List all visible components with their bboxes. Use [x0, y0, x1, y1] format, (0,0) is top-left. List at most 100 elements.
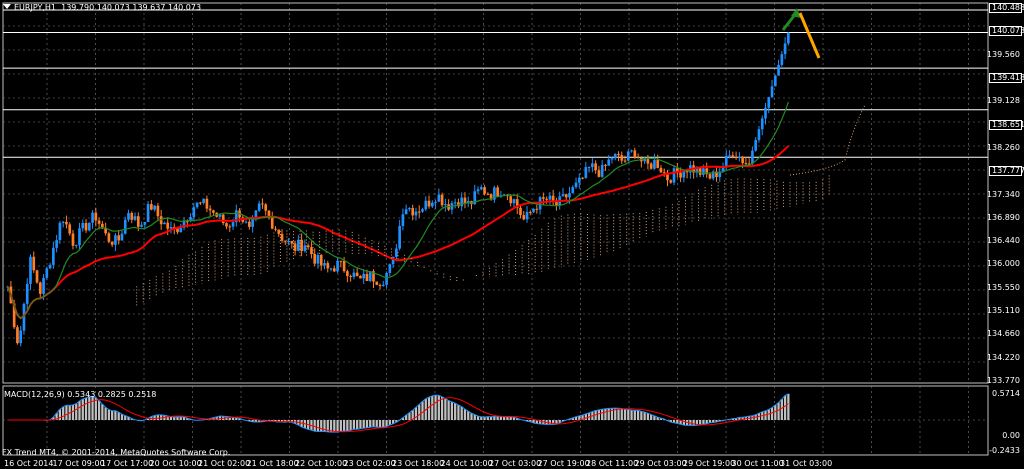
- candle-body: [55, 240, 58, 248]
- candle-body: [362, 273, 366, 279]
- candle-body: [303, 245, 307, 252]
- candle-body: [297, 239, 300, 251]
- candle-body: [234, 210, 238, 223]
- symbol-label: EURJPY,H1: [14, 3, 57, 12]
- candle-body: [123, 219, 127, 234]
- candle-body: [548, 195, 552, 200]
- candle-body: [179, 227, 183, 233]
- time-tick-label: 24 Oct 10:00: [440, 459, 493, 468]
- chart-menu-icon[interactable]: [3, 4, 11, 9]
- macd-tick-label: 0.5714: [992, 389, 1020, 398]
- candle-body: [741, 156, 744, 164]
- candle-body: [110, 241, 114, 245]
- candle-body: [65, 221, 68, 225]
- candle-body: [666, 172, 669, 181]
- candle-body: [290, 240, 294, 244]
- candle-body: [555, 200, 558, 206]
- candle-body: [440, 194, 444, 206]
- candle-body: [542, 197, 545, 199]
- candle-body: [597, 170, 601, 177]
- candle-body: [679, 172, 682, 178]
- candle-body: [48, 264, 52, 269]
- time-tick-label: 17 Oct 17:00: [101, 459, 154, 468]
- candle-body: [270, 216, 274, 229]
- candle-body: [359, 276, 362, 279]
- candle-body: [150, 204, 153, 210]
- candle-body: [25, 283, 29, 304]
- candle-body: [104, 228, 107, 234]
- time-tick-label: 30 Oct 11:00: [731, 459, 784, 468]
- candle-body: [421, 209, 424, 212]
- candle-body: [127, 212, 130, 220]
- candle-body: [617, 154, 620, 156]
- candle-body: [571, 187, 575, 194]
- candle-body: [600, 164, 604, 177]
- forecast-arrow-down: [798, 12, 821, 59]
- candle-body: [156, 205, 160, 217]
- candle-body: [417, 211, 421, 213]
- candle-body: [74, 245, 78, 247]
- candle-body: [512, 199, 516, 204]
- candle-body: [365, 273, 369, 281]
- candle-body: [620, 155, 624, 161]
- price-tick-label: 133.770: [986, 376, 1020, 385]
- candle-body: [610, 158, 614, 160]
- candle-body: [551, 195, 555, 201]
- candle-body: [777, 64, 780, 76]
- candle-body: [372, 271, 375, 282]
- candle-body: [378, 284, 382, 286]
- candle-body: [643, 159, 646, 162]
- candle-body: [349, 276, 352, 278]
- candle-body: [130, 212, 134, 220]
- candle-body: [656, 160, 660, 168]
- price-tick-label: 136.440: [986, 236, 1020, 246]
- candle-body: [623, 160, 627, 162]
- candle-body: [274, 228, 277, 230]
- candle-body: [58, 222, 62, 241]
- candle-body: [738, 156, 741, 158]
- candle-body: [669, 180, 673, 183]
- candle-body: [395, 248, 398, 257]
- candle-body: [659, 167, 663, 173]
- candle-body: [346, 271, 349, 277]
- candle-body: [695, 167, 699, 173]
- candle-body: [721, 167, 725, 172]
- candle-body: [489, 194, 493, 200]
- time-tick-label: 23 Oct 18:00: [392, 459, 445, 468]
- candle-body: [133, 216, 137, 220]
- time-tick-label: 20 Oct 10:00: [149, 459, 202, 468]
- candle-body: [584, 167, 588, 178]
- candle-body: [248, 221, 251, 227]
- copyright-label: FX Trend MT4, © 2001-2014, MetaQuotes So…: [2, 448, 231, 457]
- candle-body: [783, 43, 787, 55]
- ohlc-values: 139.790 140.073 139.637 140.073: [61, 3, 202, 12]
- candle-body: [329, 268, 333, 270]
- candle-body: [332, 268, 336, 272]
- candle-body: [68, 224, 72, 234]
- candle-body: [388, 264, 392, 274]
- candle-body: [120, 233, 124, 241]
- price-tick-label: 139.128: [986, 96, 1020, 106]
- candle-body: [649, 163, 653, 169]
- candle-body: [724, 155, 728, 168]
- candle-body: [32, 256, 36, 271]
- candle-body: [264, 204, 268, 211]
- candle-body: [319, 255, 323, 266]
- candle-body: [747, 163, 751, 165]
- candle-body: [287, 240, 290, 242]
- candle-body: [117, 235, 121, 241]
- candle-body: [463, 197, 467, 204]
- candle-body: [231, 222, 235, 227]
- candle-body: [398, 226, 401, 249]
- candle-body: [146, 204, 150, 223]
- candle-body: [715, 171, 718, 178]
- candle-body: [107, 233, 111, 242]
- candle-body: [182, 221, 186, 228]
- candle-body: [267, 210, 271, 217]
- candle-body: [244, 221, 248, 223]
- candle-body: [744, 163, 748, 165]
- candle-body: [646, 159, 650, 164]
- candle-body: [424, 200, 428, 210]
